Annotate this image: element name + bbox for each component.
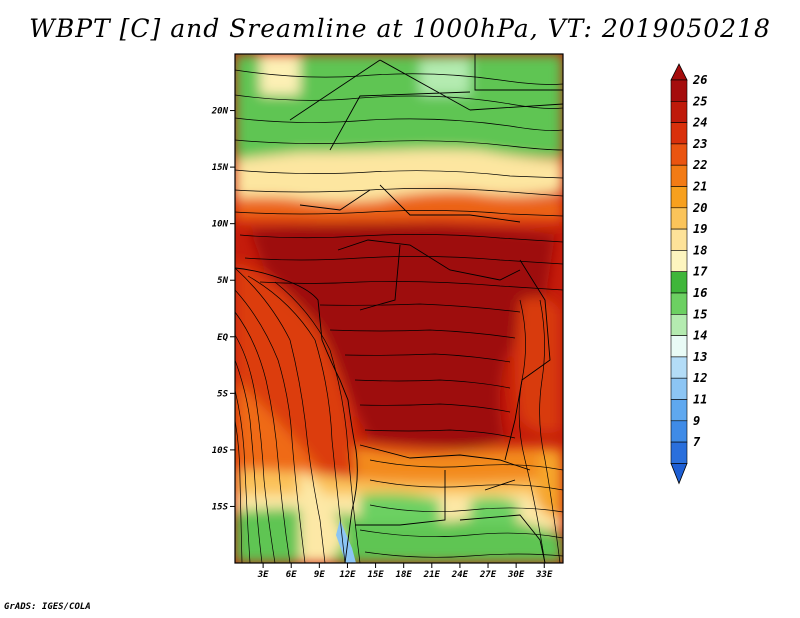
lat-tick-label: 15N [212, 163, 229, 173]
lon-tick-label: 21E [423, 570, 441, 580]
colorbar-swatch [670, 441, 688, 464]
colorbar-label: 25 [692, 94, 707, 108]
colorbar-swatch [670, 356, 688, 379]
lat-tick-label: 5N [217, 276, 228, 286]
colorbar-bottom-arrow [670, 463, 688, 485]
latitude-axis: 20N 15N 10N 5N EQ 5S 10S 15S [211, 107, 235, 512]
colorbar-swatch [670, 207, 688, 230]
colorbar-swatch [670, 143, 688, 166]
colorbar-label: 20 [692, 201, 707, 215]
colorbar-swatch [670, 292, 688, 315]
lon-tick-label: 33E [535, 570, 553, 580]
colorbar-label: 16 [693, 286, 707, 300]
colorbar-label: 26 [692, 73, 707, 87]
lon-tick-label: 9E [314, 570, 325, 580]
coastline-borders [235, 54, 563, 563]
lon-tick-label: 3E [257, 570, 269, 580]
lon-tick-label: 27E [479, 570, 497, 580]
colorbar-top-arrow [670, 63, 688, 81]
lon-tick-label: 15E [367, 570, 384, 580]
colorbar-swatch [670, 377, 688, 400]
colorbar-label: 11 [693, 393, 707, 407]
colorbar-swatch [670, 420, 688, 443]
streamlines [235, 69, 563, 563]
lon-tick-label: 12E [339, 570, 356, 580]
colorbar-swatch [670, 399, 688, 422]
lon-tick-label: 24E [451, 570, 469, 580]
colorbar-swatch [670, 313, 688, 336]
colorbar-label: 9 [693, 414, 700, 428]
colorbar-swatch [670, 271, 688, 294]
lat-tick-label: 10S [212, 446, 229, 456]
colorbar-label: 12 [693, 371, 707, 385]
lat-tick-label: 20N [211, 107, 229, 117]
lat-tick-label: EQ [217, 333, 228, 343]
colorbar-swatch [670, 164, 688, 187]
colorbar-label: 15 [693, 307, 707, 321]
colorbar-swatch [670, 335, 688, 358]
colorbar-swatch [670, 79, 688, 102]
colorbar-label: 13 [693, 350, 707, 364]
lon-tick-label: 30E [507, 570, 525, 580]
map-panel [235, 54, 563, 563]
lat-tick-label: 15S [212, 502, 229, 512]
colorbar-label: 18 [693, 243, 707, 257]
lon-tick-label: 6E [286, 570, 297, 580]
colorbar: 26 25 24 23 22 21 20 19 18 17 16 15 14 13 12 11 9 7 [670, 63, 708, 485]
colorbar-swatch [670, 186, 688, 209]
lon-tick-label: 18E [396, 570, 413, 580]
colorbar-label: 19 [693, 222, 707, 236]
chart-title: WBPT [C] and Sreamline at 1000hPa, VT: 2… [29, 14, 771, 43]
colorbar-swatch [670, 101, 688, 123]
colorbar-label: 24 [692, 116, 707, 130]
colorbar-swatch [670, 122, 688, 145]
colorbar-swatch [670, 250, 688, 272]
colorbar-label: 23 [692, 137, 707, 151]
map-frame [234, 53, 564, 564]
colorbar-label: 21 [692, 180, 707, 194]
grads-credit: GrADS: IGES/COLA [4, 602, 91, 612]
lat-tick-label: 5S [217, 389, 228, 399]
colorbar-label: 17 [693, 265, 708, 279]
colorbar-label: 7 [693, 435, 701, 449]
lat-tick-label: 10N [212, 220, 229, 230]
colorbar-label: 14 [693, 329, 707, 343]
colorbar-swatch [670, 228, 688, 251]
longitude-axis: 3E 6E 9E 12E 15E 18E 21E 24E 27E 30E 33E [257, 563, 553, 580]
colorbar-label: 22 [692, 158, 707, 172]
